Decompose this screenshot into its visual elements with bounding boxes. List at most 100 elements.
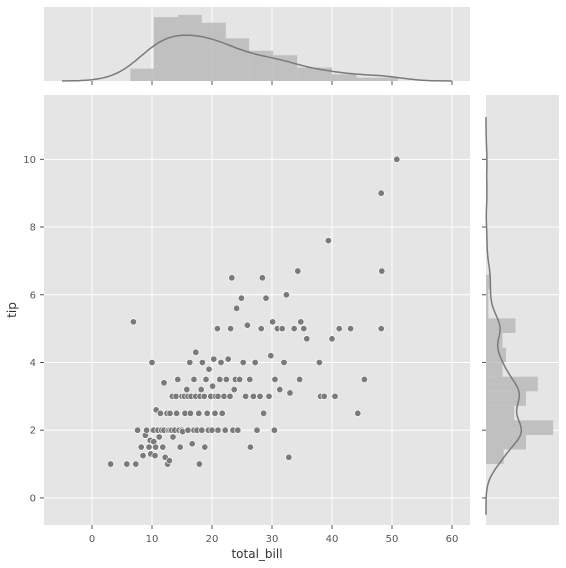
scatter-point <box>143 426 151 434</box>
x-tick-label: 60 <box>446 534 459 545</box>
scatter-point <box>347 325 355 333</box>
x-axis-label: total_bill <box>231 547 282 561</box>
scatter-point <box>294 267 302 275</box>
scatter-point <box>303 335 311 343</box>
scatter-point <box>174 375 182 383</box>
scatter-point <box>265 392 273 400</box>
scatter-point <box>320 392 328 400</box>
y-axis-label: tip <box>5 302 19 318</box>
scatter-point <box>195 409 203 417</box>
right-histogram-bar <box>486 347 507 363</box>
top-marginal-kde-curve <box>62 34 452 82</box>
top-histogram-bar <box>225 38 250 81</box>
scatter-point <box>280 358 288 366</box>
right-histogram-bar <box>486 420 554 435</box>
scatter-point <box>300 325 308 333</box>
scatter-point <box>188 440 196 448</box>
scatter-point <box>249 392 257 400</box>
scatter-point <box>328 335 336 343</box>
scatter-point <box>148 358 156 366</box>
y-tick-label: 10 <box>23 155 36 166</box>
scatter-point <box>377 189 385 197</box>
scatter-point <box>107 460 115 468</box>
scatter-point <box>211 409 219 417</box>
scatter-point <box>360 375 368 383</box>
scatter-point <box>218 409 226 417</box>
x-tick-label: 10 <box>146 534 159 545</box>
scatter-point <box>262 294 270 302</box>
scatter-point <box>203 409 211 417</box>
scatter-point <box>290 325 298 333</box>
scatter-point <box>129 318 137 326</box>
scatter-point <box>276 386 284 394</box>
scatter-point <box>226 392 234 400</box>
right-histogram-bar <box>486 274 491 290</box>
scatter-point <box>132 460 140 468</box>
scatter-point <box>200 392 208 400</box>
scatter-point <box>243 321 251 329</box>
x-tick-label: 20 <box>206 534 219 545</box>
scatter-point <box>165 457 173 465</box>
scatter-point <box>152 443 160 451</box>
scatter-point <box>190 375 198 383</box>
top-histogram-bar <box>201 22 226 82</box>
scatter-point <box>172 392 180 400</box>
scatter-point <box>221 426 229 434</box>
top-histogram-bar <box>332 74 357 81</box>
scatter-point <box>278 325 286 333</box>
scatter-point <box>205 365 213 373</box>
y-tick-label: 4 <box>30 358 36 369</box>
scatter-point <box>176 443 184 451</box>
scatter-point <box>209 382 217 390</box>
scatter-point <box>151 452 159 460</box>
scatter-point <box>208 426 216 434</box>
scatter-point <box>393 155 401 163</box>
scatter-point <box>271 375 279 383</box>
scatter-point <box>213 325 221 333</box>
scatter-point <box>217 358 225 366</box>
scatter-point <box>214 392 222 400</box>
scatter-point <box>186 358 194 366</box>
scatter-point <box>267 352 275 360</box>
scatter-point <box>192 348 200 356</box>
scatter-point <box>220 392 228 400</box>
scatter-point <box>224 355 232 363</box>
scatter-point <box>296 375 304 383</box>
scatter-background <box>44 95 470 525</box>
y-tick-label: 0 <box>30 493 36 504</box>
scatter-point <box>160 379 168 387</box>
y-tick-label: 8 <box>30 223 36 234</box>
scatter-point <box>315 358 323 366</box>
scatter-point <box>184 426 192 434</box>
scatter-point <box>269 318 277 326</box>
scatter-point <box>253 426 261 434</box>
x-tick-label: 0 <box>89 534 95 545</box>
scatter-point <box>155 433 163 441</box>
scatter-point <box>202 375 210 383</box>
y-tick-label: 6 <box>30 290 36 301</box>
scatter-point <box>216 375 224 383</box>
scatter-point <box>246 443 254 451</box>
scatter-point <box>257 325 265 333</box>
right-histogram-bar <box>486 449 504 465</box>
right-histogram-bar <box>486 391 527 406</box>
scatter-point <box>137 443 145 451</box>
scatter-point <box>183 386 191 394</box>
scatter-point <box>260 409 268 417</box>
scatter-point <box>214 426 222 434</box>
right-histogram-bar <box>486 303 489 319</box>
scatter-point <box>324 237 332 245</box>
scatter-point <box>139 452 147 460</box>
top-histogram-bar <box>297 67 332 81</box>
scatter-point <box>156 409 164 417</box>
scatter-point <box>239 358 247 366</box>
scatter-point <box>335 325 343 333</box>
scatter-point <box>258 274 266 282</box>
scatter-point <box>237 294 245 302</box>
scatter-point <box>297 318 305 326</box>
scatter-point <box>234 426 242 434</box>
y-tick-label: 2 <box>30 426 36 437</box>
scatter-point <box>195 460 203 468</box>
x-tick-label: 40 <box>326 534 339 545</box>
